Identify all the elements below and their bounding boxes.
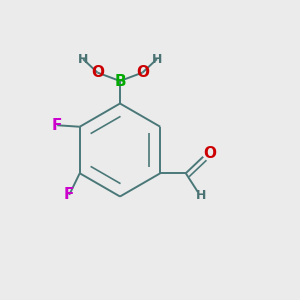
Text: F: F	[52, 118, 62, 133]
Text: F: F	[64, 187, 74, 202]
Text: H: H	[78, 52, 88, 66]
Text: O: O	[91, 65, 104, 80]
Text: O: O	[136, 65, 149, 80]
Text: H: H	[196, 189, 207, 202]
Text: B: B	[114, 74, 126, 88]
Text: H: H	[152, 52, 162, 66]
Text: O: O	[203, 146, 216, 161]
